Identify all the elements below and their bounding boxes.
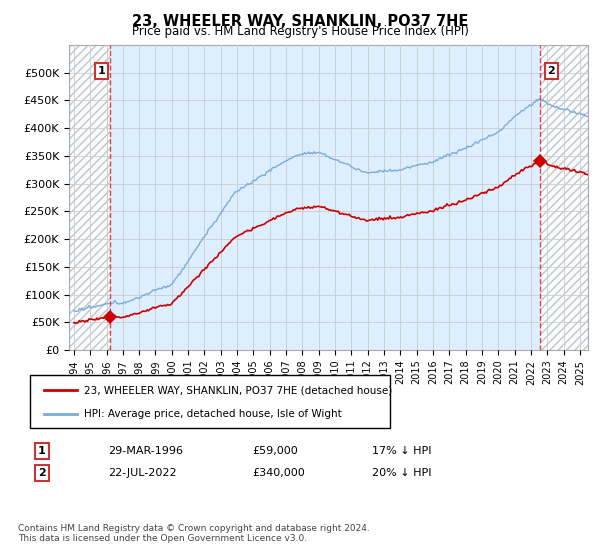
Text: 1: 1: [38, 446, 46, 456]
Text: 23, WHEELER WAY, SHANKLIN, PO37 7HE (detached house): 23, WHEELER WAY, SHANKLIN, PO37 7HE (det…: [84, 385, 392, 395]
Text: 1: 1: [98, 66, 106, 76]
Bar: [69, 45, 110, 350]
Text: 23, WHEELER WAY, SHANKLIN, PO37 7HE: 23, WHEELER WAY, SHANKLIN, PO37 7HE: [132, 14, 468, 29]
Text: £59,000: £59,000: [252, 446, 298, 456]
Text: 29-MAR-1996: 29-MAR-1996: [108, 446, 183, 456]
Bar: [540, 45, 588, 350]
Text: 2: 2: [38, 468, 46, 478]
FancyBboxPatch shape: [30, 375, 390, 428]
Text: 17% ↓ HPI: 17% ↓ HPI: [372, 446, 431, 456]
Text: HPI: Average price, detached house, Isle of Wight: HPI: Average price, detached house, Isle…: [84, 408, 342, 418]
Text: Contains HM Land Registry data © Crown copyright and database right 2024.
This d: Contains HM Land Registry data © Crown c…: [18, 524, 370, 543]
Text: 20% ↓ HPI: 20% ↓ HPI: [372, 468, 431, 478]
Text: Price paid vs. HM Land Registry's House Price Index (HPI): Price paid vs. HM Land Registry's House …: [131, 25, 469, 38]
Text: £340,000: £340,000: [252, 468, 305, 478]
Text: 22-JUL-2022: 22-JUL-2022: [108, 468, 176, 478]
Text: 2: 2: [547, 66, 555, 76]
